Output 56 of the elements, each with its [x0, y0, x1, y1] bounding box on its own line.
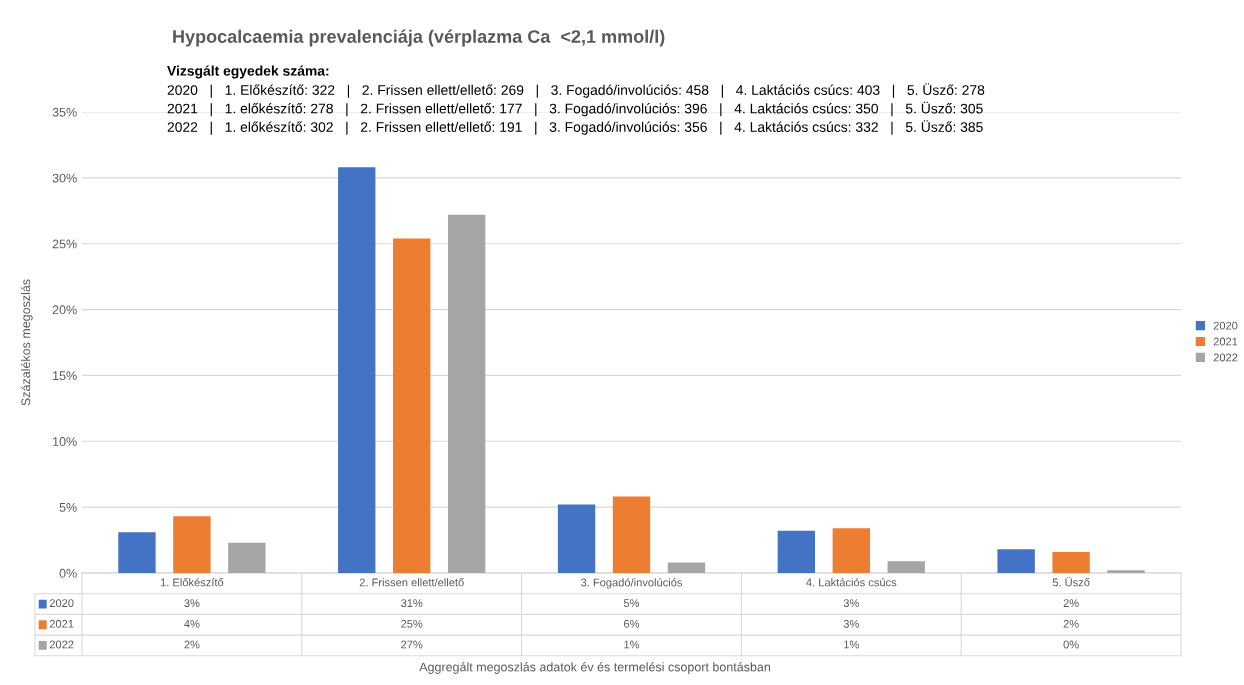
- data-label: 5%: [623, 599, 640, 608]
- text: 2022: [49, 640, 74, 649]
- legend-label: 2020: [49, 599, 74, 608]
- y-tick-label: 25%: [52, 239, 77, 249]
- annotation: 2022 | 1. előkészítő: 302 | 2. Frissen ellett/ellető: 191 | 3. Fogadó/involúciós: 356 | 4. Laktációs csúcs: 332 | 5. Üsző: 385: [167, 120, 983, 135]
- data-label: 27%: [401, 640, 423, 649]
- text: Vizsgált egyedek száma:: [167, 65, 329, 79]
- y-axis-title: Százalékos megoszlás: [20, 279, 33, 406]
- bar: [887, 561, 925, 573]
- x-tick-label: 5. Üsző: [1052, 576, 1090, 587]
- bar: [338, 167, 376, 573]
- data-label: 6%: [624, 619, 640, 628]
- data-label: 3%: [843, 619, 859, 628]
- data-label: 2%: [1063, 619, 1079, 628]
- data-label: 25%: [401, 619, 423, 628]
- y-tick-label: 30%: [52, 173, 77, 183]
- bar: [173, 516, 211, 573]
- bar: [832, 528, 870, 573]
- data-label: 4%: [184, 619, 200, 628]
- y-tick-label: 5%: [59, 503, 77, 512]
- data-label: 3%: [843, 599, 859, 608]
- bar: [1107, 570, 1145, 573]
- data-label: 0%: [1063, 640, 1079, 649]
- bar: [612, 496, 651, 573]
- y-tick-label: 20%: [52, 305, 77, 315]
- x-tick-label: 2. Frissen ellett/ellető: [359, 578, 464, 587]
- annotation: 2021 | 1. előkészítő: 278 | 2. Frissen ellett/ellető: 177 | 3. Fogadó/involúciós: 396 | 4. Laktációs csúcs: 350 | 5. Üsző: 305: [167, 101, 983, 117]
- legend-label: 2021: [49, 619, 74, 628]
- y-tick-label: 0%: [59, 568, 77, 578]
- y-tick-label: 10%: [53, 437, 77, 446]
- bar: [118, 532, 156, 573]
- data-label: 2%: [184, 640, 200, 649]
- text: 2020 | 1. Előkészítő: 322 | 2. Frissen ellett/ellető: 269 | 3. Fogadó/involúciós: 458 | 4. Laktációs csúcs: 403 | 5. Üsző: 278: [167, 83, 985, 98]
- data-label: 3%: [184, 599, 200, 608]
- bar: [1052, 551, 1090, 573]
- data-label: 2%: [1063, 599, 1079, 607]
- bar: [667, 562, 706, 573]
- x-tick-label: 4. Laktációs csúcs: [806, 578, 897, 587]
- bar: [447, 214, 486, 573]
- bar: [777, 530, 816, 573]
- x-tick-label: 1. Előkészítő: [160, 578, 224, 587]
- x-tick-label: 3. Fogadó/involúciós: [580, 578, 683, 589]
- data-label: 1%: [624, 640, 640, 649]
- bar: [393, 238, 431, 573]
- data-label: 31%: [401, 599, 423, 608]
- y-tick-label: 35%: [52, 107, 77, 117]
- bar: [997, 549, 1035, 573]
- bar: [228, 542, 266, 573]
- text: 2020: [1213, 321, 1238, 330]
- text: 2021: [1213, 337, 1238, 346]
- legend-label: 2022: [1213, 353, 1238, 362]
- data-label: 1%: [844, 640, 859, 649]
- y-tick-label: 15%: [53, 371, 77, 381]
- bar: [557, 504, 596, 573]
- chart-title: Hypocalcaemia prevalenciája (vérplazma Ca <2,1 mmol/l): [173, 29, 665, 47]
- text: Aggregált megoszlás adatok év és termelési csoport bontásban: [419, 662, 770, 674]
